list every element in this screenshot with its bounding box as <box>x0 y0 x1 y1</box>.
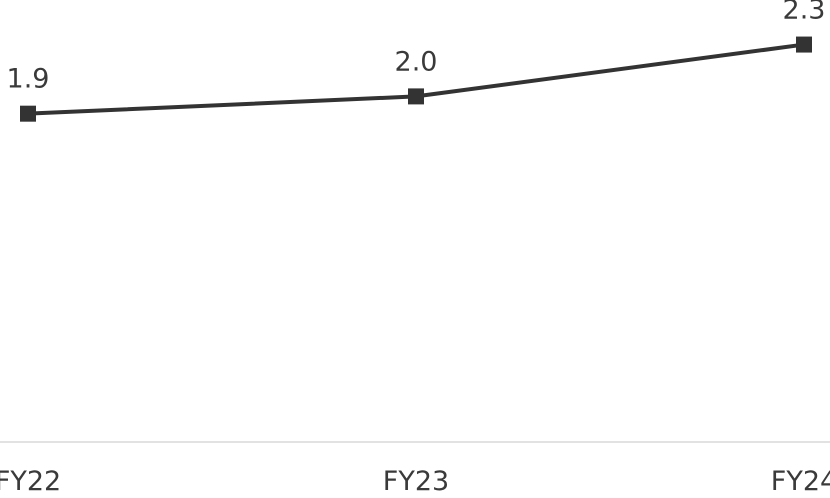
data-label-fy24: 2.3 <box>783 0 826 26</box>
data-point-fy24 <box>796 36 812 53</box>
x-tick-label-fy22: FY22 <box>0 466 61 497</box>
data-label-fy22: 1.9 <box>7 64 50 95</box>
x-tick-label-fy24: FY24 <box>771 466 830 497</box>
data-label-fy23: 2.0 <box>395 46 438 77</box>
x-tick-label-fy23: FY23 <box>383 466 449 497</box>
data-point-fy23 <box>408 88 424 105</box>
data-point-fy22 <box>20 105 36 122</box>
